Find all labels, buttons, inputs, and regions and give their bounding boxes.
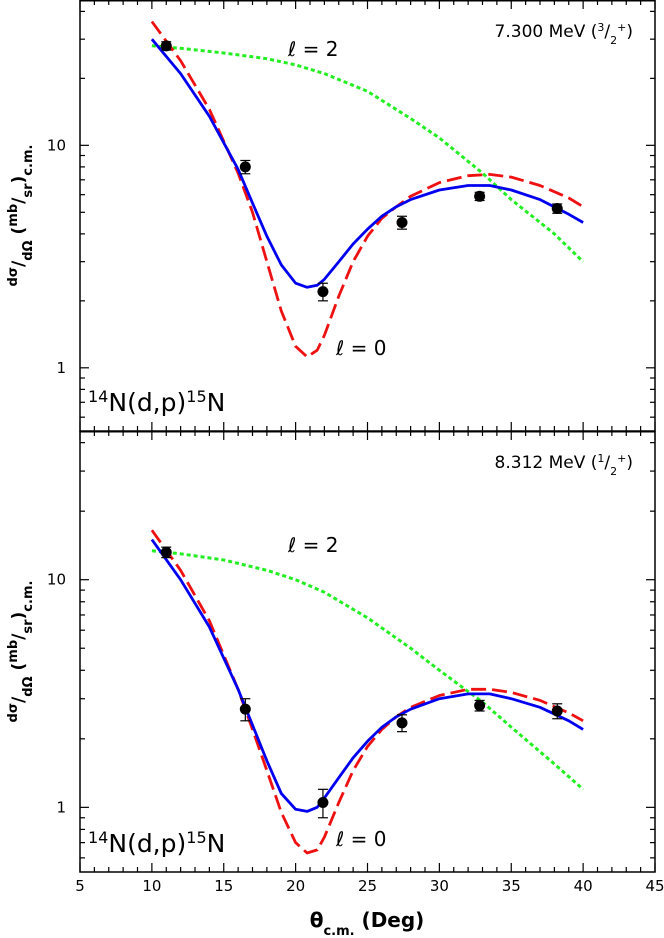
x-tick-label: 20	[286, 877, 305, 895]
y-tick-label: 10	[47, 136, 66, 154]
x-axis-label: θc.m. (Deg)	[310, 908, 425, 938]
x-tick-label: 45	[645, 877, 664, 895]
data-point	[239, 161, 251, 173]
l0-curve	[150, 529, 584, 855]
reaction-label: 14N(d,p)15N	[88, 387, 225, 418]
data-point	[317, 797, 329, 809]
data-point	[474, 700, 486, 712]
mixed-fit-curve	[150, 538, 584, 813]
x-tick-label: 5	[75, 877, 85, 895]
lower-panel: 1 10 8.312 MeV (1/2+) 14N(d,p)15N ℓ = 2 ℓ = 0…	[6, 431, 656, 873]
data-point	[551, 705, 563, 717]
state-label: 7.300 MeV (3/2+)	[495, 21, 633, 47]
x-tick-label: 30	[430, 877, 449, 895]
data-point	[396, 717, 408, 729]
y-tick-label: 1	[56, 359, 66, 377]
data-point	[551, 203, 563, 215]
data-point	[160, 40, 172, 52]
l0-curve	[150, 20, 584, 359]
x-tick-label: 40	[574, 877, 593, 895]
x-tick-label: 35	[502, 877, 521, 895]
y-axis-label: dσ/dΩ (mb/sr)c.m.	[6, 145, 36, 287]
data-point	[239, 703, 251, 715]
ell0-annotation: ℓ = 0	[335, 827, 386, 851]
data-point	[317, 286, 329, 298]
x-axis: 5 10 15 20 25 30 35 40 45 θc.m. (Deg)	[75, 877, 664, 938]
y-axis-label: dσ/dΩ (mb/sr)c.m.	[6, 581, 36, 723]
l2-curve	[151, 44, 585, 263]
ell2-annotation: ℓ = 2	[287, 37, 338, 61]
ell2-annotation: ℓ = 2	[287, 533, 338, 557]
l2-curve	[151, 549, 585, 791]
y-tick-label: 1	[56, 798, 66, 816]
data-point	[474, 190, 486, 202]
state-label: 8.312 MeV (1/2+)	[495, 452, 633, 478]
y-tick-label: 10	[47, 571, 66, 589]
x-tick-label: 25	[358, 877, 377, 895]
x-tick-label: 15	[214, 877, 233, 895]
mixed-fit-curve	[150, 38, 584, 289]
ell0-annotation: ℓ = 0	[335, 336, 386, 360]
upper-panel: 1 10 7.300 MeV (3/2+) 14N(d,p)15N ℓ = 2 ℓ = 0…	[6, 0, 656, 432]
x-tick-label: 10	[142, 877, 161, 895]
plot-frame	[79, 431, 656, 873]
reaction-label: 14N(d,p)15N	[88, 828, 225, 859]
data-point	[396, 216, 408, 228]
data-point	[160, 546, 172, 558]
